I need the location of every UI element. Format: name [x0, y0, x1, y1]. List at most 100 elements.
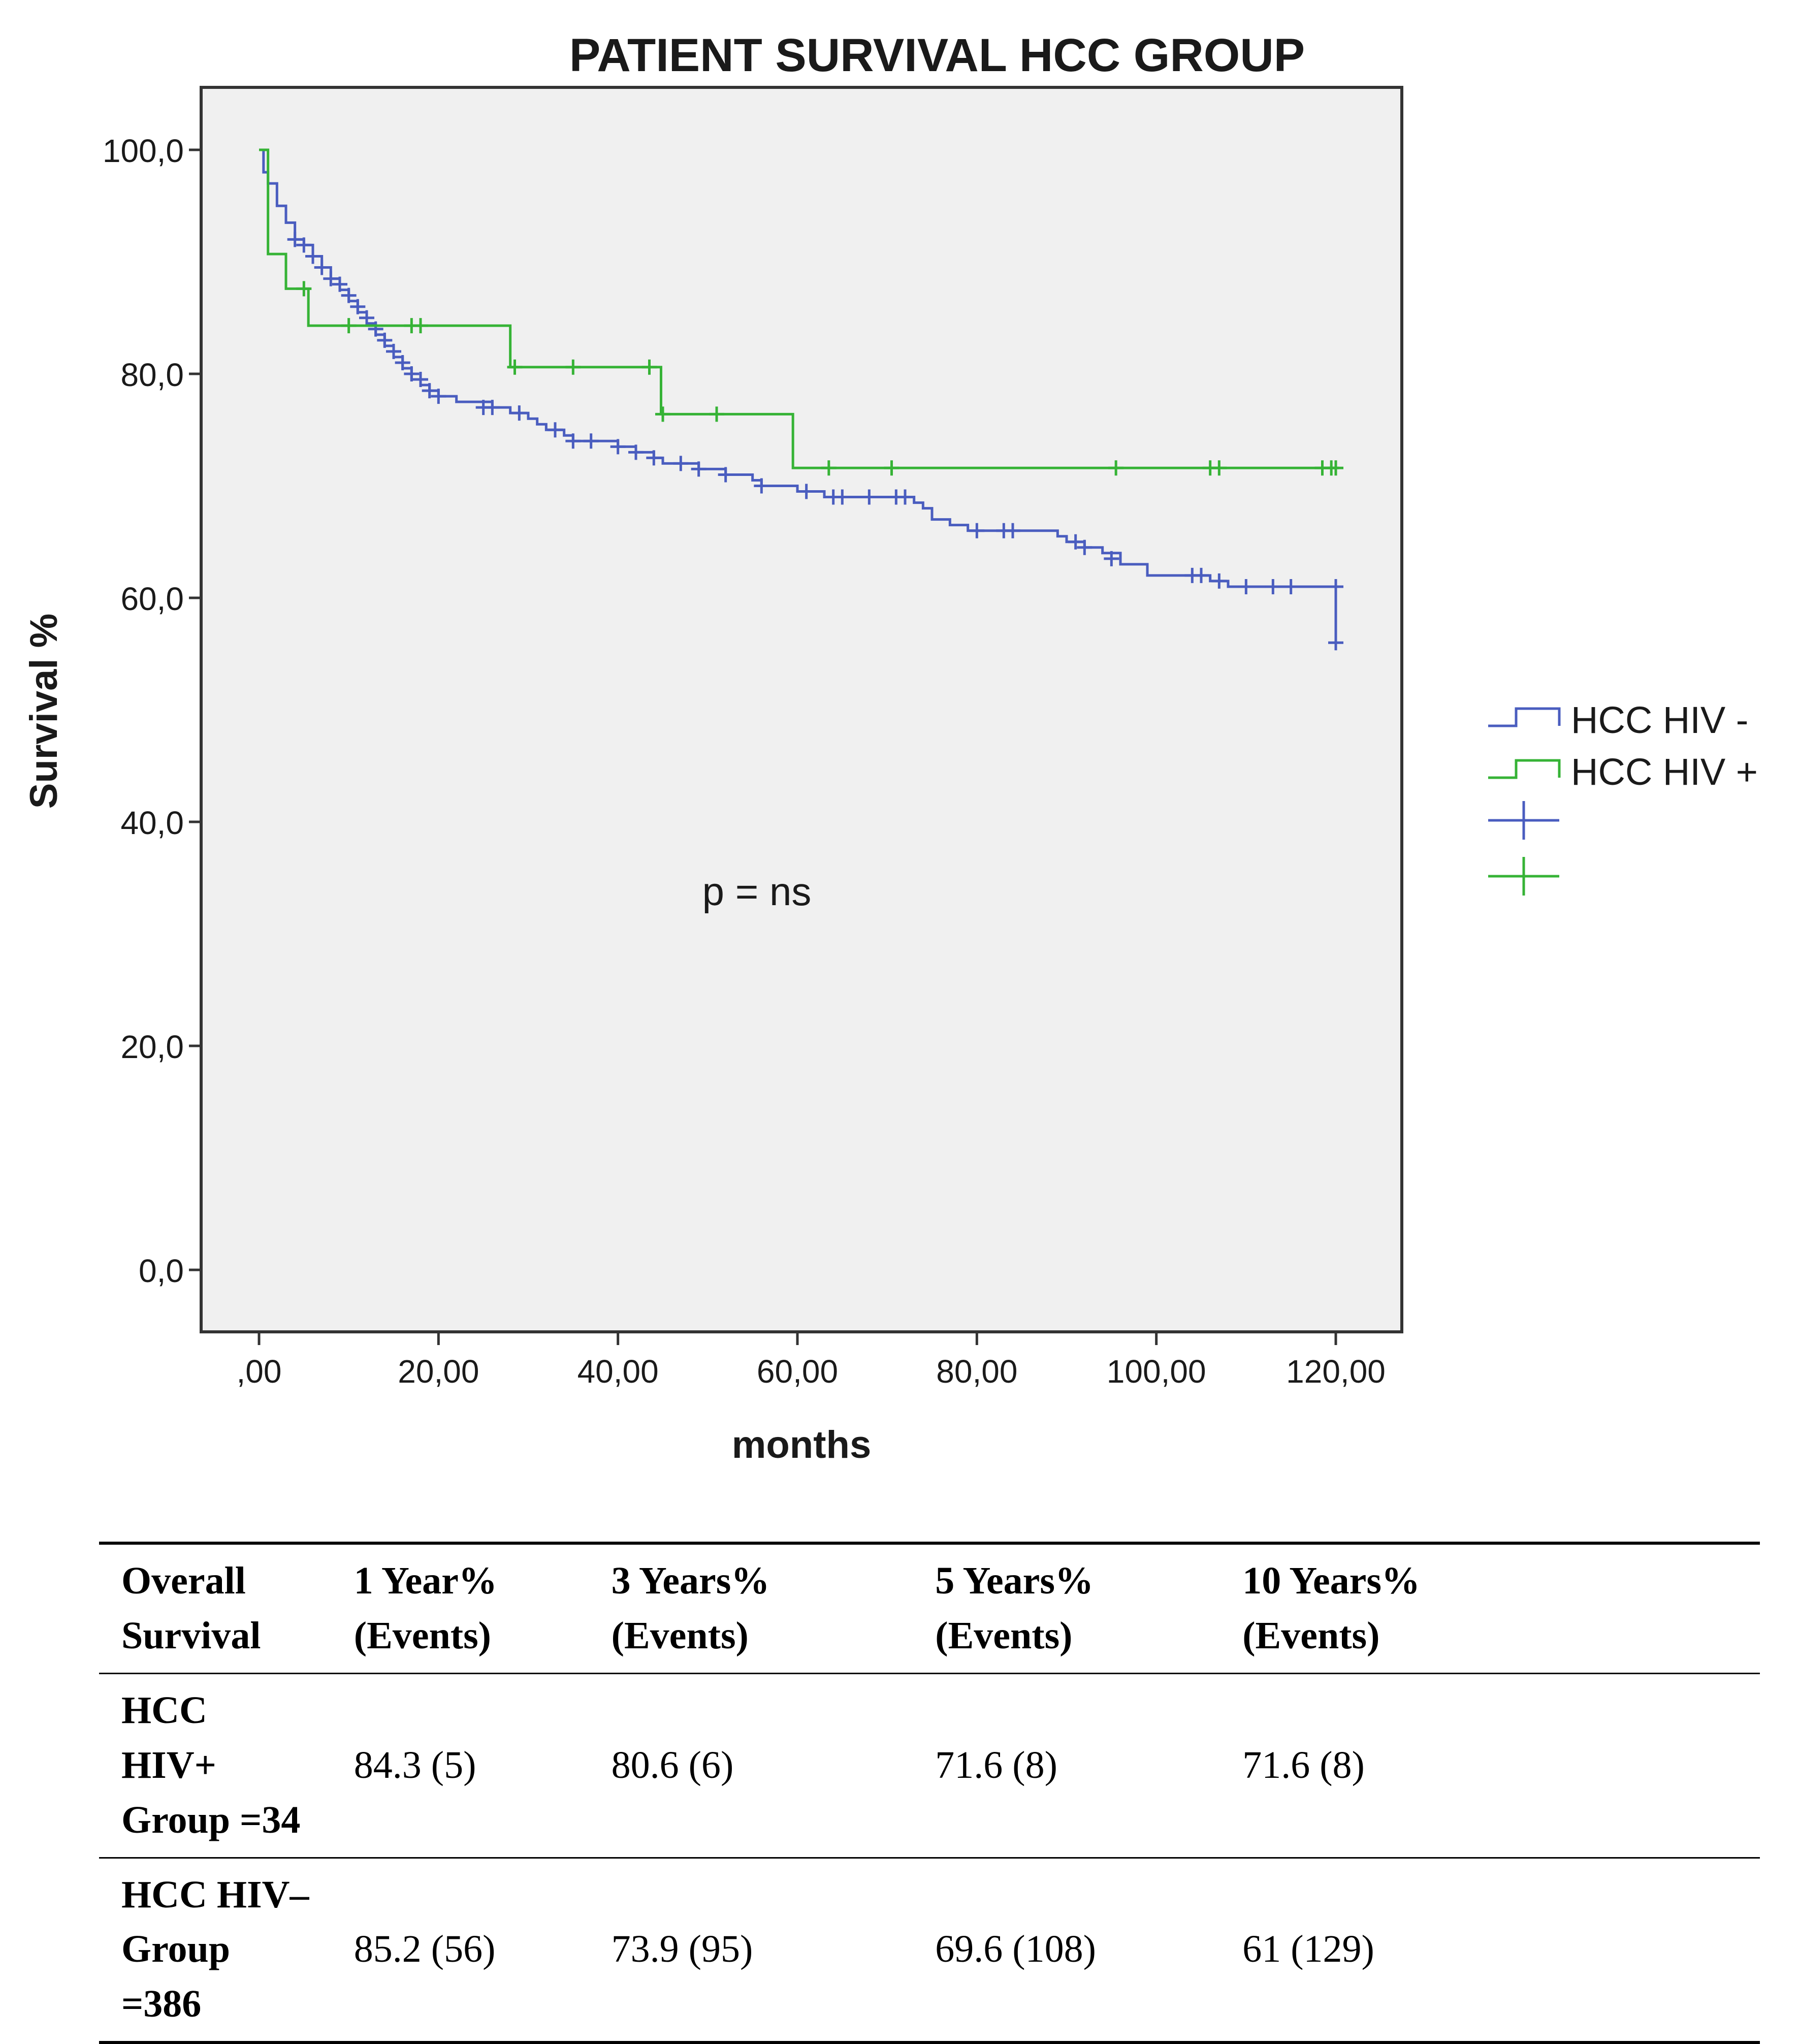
- x-axis-label: months: [732, 1423, 871, 1466]
- header-10-years: 10 Years% (Events): [1242, 1559, 1420, 1657]
- chart-title: PATIENT SURVIVAL HCC GROUP: [569, 29, 1305, 81]
- x-tick-label: ,00: [237, 1353, 282, 1390]
- censor-mark: [798, 484, 814, 499]
- legend-label: HCC HIV -: [1571, 699, 1748, 741]
- y-tick-label: 60,0: [120, 581, 184, 617]
- censor-mark: [1328, 460, 1343, 476]
- survival-chart: PATIENT SURVIVAL HCC GROUP 0,0 20,0 40,0 60…: [22, 29, 1758, 1466]
- x-axis-ticks: ,00 20,00 40,00 60,00 80,00 100,00 120,00: [237, 1332, 1386, 1390]
- censor-mark: [395, 355, 410, 370]
- legend-line-swatch: [1488, 707, 1561, 727]
- censor-mark: [350, 299, 366, 314]
- legend-censor-swatch: [1488, 801, 1559, 840]
- x-tick-label: 80,00: [936, 1353, 1017, 1390]
- y-tick-label: 0,0: [139, 1253, 184, 1289]
- survival-table-container: Overall Survival 1 Year% (Events) 3 Years%…: [99, 1542, 1760, 2044]
- censor-mark: [368, 321, 383, 337]
- table-row: HCC HIV+ Group =34 84.3 (5) 80.6 (6) 71.6…: [99, 1673, 1760, 1858]
- table-header-row: Overall Survival 1 Year% (Events) 3 Years%…: [99, 1543, 1760, 1674]
- censor-mark: [305, 248, 320, 264]
- legend: HCC HIV - HCC HIV +: [1488, 699, 1758, 896]
- x-tick-label: 40,00: [577, 1353, 659, 1390]
- censor-mark: [323, 271, 339, 286]
- censor-mark: [565, 433, 581, 449]
- censor-mark: [583, 433, 599, 449]
- censor-mark: [861, 489, 877, 505]
- censor-mark: [1068, 534, 1083, 550]
- censor-mark: [709, 406, 724, 422]
- censor-mark: [404, 366, 420, 381]
- censor-mark: [969, 523, 985, 538]
- censor-mark: [565, 359, 581, 375]
- y-tick-label: 20,0: [120, 1029, 184, 1065]
- header-1-year: 1 Year% (Events): [354, 1559, 497, 1657]
- header-5-years: 5 Years% (Events): [935, 1559, 1094, 1657]
- censor-mark: [897, 489, 913, 505]
- censor-mark: [1211, 573, 1227, 589]
- y-axis-ticks: 0,0 20,0 40,0 60,0 80,0 100,0: [103, 133, 201, 1289]
- table-cell: 71.6 (8): [935, 1743, 1057, 1786]
- censor-mark: [1211, 460, 1227, 476]
- censor-mark: [655, 406, 670, 422]
- censor-mark: [287, 232, 303, 247]
- censor-mark: [296, 237, 312, 253]
- legend-label: HCC HIV +: [1571, 751, 1758, 793]
- censor-mark: [834, 489, 850, 505]
- censor-mark: [386, 343, 401, 359]
- censor-mark: [485, 400, 500, 416]
- survival-table: Overall Survival 1 Year% (Events) 3 Years%…: [99, 1542, 1760, 2044]
- censor-mark: [296, 281, 312, 297]
- table-cell: 61 (129): [1242, 1928, 1374, 1971]
- row-label: HCC HIV– Group =386: [121, 1873, 309, 2026]
- censor-mark: [754, 478, 769, 494]
- x-tick-label: 120,00: [1286, 1353, 1386, 1390]
- censor-mark: [884, 460, 899, 476]
- y-axis-label: Survival %: [22, 614, 66, 809]
- table-cell: 71.6 (8): [1242, 1743, 1365, 1786]
- censor-mark: [646, 450, 662, 466]
- censor-mark: [1265, 579, 1281, 594]
- censor-mark: [359, 310, 374, 326]
- censor-mark: [507, 359, 523, 375]
- censor-mark: [548, 422, 563, 438]
- censor-mark: [628, 444, 644, 460]
- censor-mark: [413, 372, 428, 388]
- y-tick-label: 80,0: [120, 357, 184, 393]
- table-cell: 69.6 (108): [935, 1928, 1096, 1971]
- y-tick-label: 100,0: [103, 133, 184, 169]
- censor-mark: [641, 359, 657, 375]
- censor-mark: [718, 467, 733, 483]
- table-row: HCC HIV– Group =386 85.2 (56) 73.9 (95) 6…: [99, 1858, 1760, 2043]
- y-tick-label: 40,0: [120, 805, 184, 841]
- x-tick-label: 20,00: [398, 1353, 479, 1390]
- censor-mark: [1328, 579, 1343, 594]
- legend-line-swatch: [1488, 759, 1561, 779]
- censor-mark: [821, 460, 837, 476]
- x-tick-label: 60,00: [757, 1353, 838, 1390]
- censor-mark: [431, 389, 446, 404]
- censor-mark: [1104, 551, 1119, 566]
- table-cell: 85.2 (56): [354, 1928, 496, 1971]
- censor-mark: [1283, 579, 1299, 594]
- censor-mark: [413, 318, 428, 334]
- censor-mark: [314, 260, 330, 275]
- censor-mark: [1077, 539, 1093, 555]
- censor-mark: [422, 383, 437, 399]
- censor-mark: [1108, 460, 1124, 476]
- censor-mark: [332, 276, 347, 292]
- censor-mark: [1005, 523, 1020, 538]
- table-cell: 73.9 (95): [611, 1928, 753, 1971]
- header-overall-survival: Overall Survival: [121, 1559, 261, 1657]
- x-tick-label: 100,00: [1107, 1353, 1206, 1390]
- series-layer: [259, 148, 1343, 651]
- censor-mark: [377, 332, 393, 348]
- censor-mark: [511, 405, 527, 421]
- censor-mark: [341, 288, 357, 303]
- row-label: HCC HIV+ Group =34: [121, 1688, 301, 1841]
- censor-mark: [341, 318, 357, 334]
- table-cell: 84.3 (5): [354, 1743, 476, 1786]
- censor-mark: [1194, 567, 1209, 583]
- legend-censor-swatch: [1488, 857, 1559, 896]
- censor-mark: [673, 456, 689, 471]
- p-value-annotation: p = ns: [702, 869, 812, 914]
